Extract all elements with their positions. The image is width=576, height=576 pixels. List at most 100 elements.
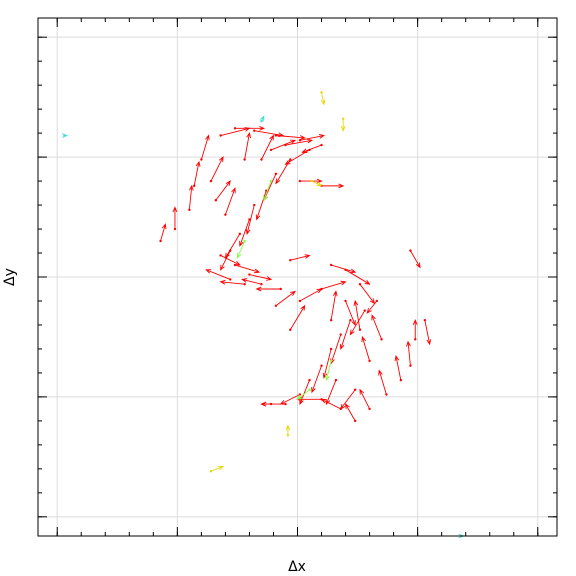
arrow-tail xyxy=(409,364,412,367)
arrow-tail xyxy=(284,402,287,406)
arrow-tail xyxy=(375,299,378,303)
arrow xyxy=(320,398,341,410)
arrow-tail xyxy=(380,338,383,341)
arrow xyxy=(220,250,231,271)
arrow-tail xyxy=(423,318,427,322)
arrow xyxy=(331,264,357,274)
arrow xyxy=(321,280,347,290)
arrow xyxy=(349,310,366,336)
y-axis-label: Δy xyxy=(2,268,18,286)
arrow-tail xyxy=(173,227,177,231)
arrow-tail xyxy=(243,239,246,243)
arrow xyxy=(244,131,251,160)
arrow xyxy=(394,355,402,381)
arrow-tail xyxy=(308,388,311,391)
arrow-tail xyxy=(353,419,357,423)
arrow xyxy=(260,401,272,407)
arrow-tail xyxy=(214,199,218,202)
arrow xyxy=(193,160,201,186)
arrow-tail xyxy=(200,158,203,161)
arrow xyxy=(263,180,272,202)
arrow-tail xyxy=(320,287,323,291)
arrow-tail xyxy=(320,91,323,94)
arrow-tail xyxy=(368,359,371,363)
arrow-tail xyxy=(248,218,251,221)
arrow-tail xyxy=(260,158,263,161)
arrow-tail xyxy=(329,347,333,351)
arrow-tail xyxy=(192,184,196,188)
arrow xyxy=(224,187,236,215)
arrow-tail xyxy=(399,378,403,382)
arrow-tail xyxy=(298,179,302,183)
arrow-tail xyxy=(209,470,213,473)
arrow-tail xyxy=(248,273,251,276)
arrow xyxy=(160,223,167,242)
arrow-tail xyxy=(274,304,278,307)
arrow xyxy=(353,299,361,330)
arrow xyxy=(200,134,210,160)
arrow-tail xyxy=(320,143,323,147)
arrow-tail xyxy=(269,179,273,183)
arrow xyxy=(301,144,322,153)
arrow-tail xyxy=(289,328,292,331)
arrow-tail xyxy=(329,359,333,363)
arrow-tail xyxy=(368,407,371,411)
arrow xyxy=(270,139,297,151)
arrow-tail xyxy=(310,179,314,183)
arrow xyxy=(361,335,371,362)
arrow xyxy=(234,264,261,274)
arrow xyxy=(424,320,432,346)
arrow-tail xyxy=(329,263,333,267)
arrow-tail xyxy=(353,388,357,391)
arrow xyxy=(299,134,326,141)
arrow-tail xyxy=(284,143,287,147)
arrow xyxy=(219,279,245,285)
arrow-tail xyxy=(298,299,302,303)
arrow-tail xyxy=(385,393,388,396)
arrow xyxy=(344,403,356,422)
arrow xyxy=(249,274,273,281)
arrow xyxy=(220,255,241,266)
arrow xyxy=(275,135,306,140)
arrow-tail xyxy=(253,203,256,207)
arrow xyxy=(289,304,306,330)
arrow xyxy=(406,340,411,366)
arrow-tail xyxy=(188,208,191,212)
arrow xyxy=(299,288,323,302)
arrow-tail xyxy=(308,378,311,382)
arrow xyxy=(172,206,178,230)
arrow-tail xyxy=(334,378,338,382)
arrow xyxy=(261,134,274,160)
arrow xyxy=(345,269,371,285)
arrow-tail xyxy=(274,172,278,176)
arrow-tail xyxy=(274,134,278,137)
arrow-tail xyxy=(243,158,246,161)
arrow xyxy=(215,180,231,201)
x-axis-label: Δx xyxy=(288,559,306,575)
arrow-tail xyxy=(243,282,246,286)
arrow-tail xyxy=(63,134,66,137)
arrow xyxy=(359,388,370,410)
arrow-tail xyxy=(233,263,237,267)
arrow-tail xyxy=(358,282,362,286)
arrow xyxy=(285,424,291,436)
arrow-tail xyxy=(320,364,323,367)
arrow xyxy=(378,369,387,395)
arrow xyxy=(241,278,262,285)
arrow xyxy=(275,159,291,185)
arrow xyxy=(410,250,421,269)
arrow xyxy=(345,300,356,327)
arrow-tail xyxy=(269,402,273,406)
arrow-tail xyxy=(233,127,237,130)
arrow xyxy=(311,365,322,394)
arrow xyxy=(366,300,378,314)
arrow-tail xyxy=(209,179,213,183)
arrow xyxy=(311,180,323,187)
arrow-tail xyxy=(344,268,347,272)
arrow xyxy=(325,360,332,382)
arrow-tail xyxy=(358,328,362,331)
arrow xyxy=(296,389,310,401)
arrow-tail xyxy=(260,282,263,286)
arrow xyxy=(359,283,376,305)
